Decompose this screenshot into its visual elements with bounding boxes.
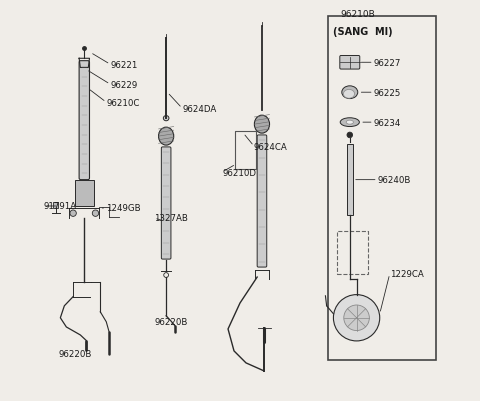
Text: 9624CA: 9624CA (254, 142, 288, 151)
Text: 96221: 96221 (110, 61, 138, 70)
Text: 96229: 96229 (110, 81, 137, 89)
Text: 96210B: 96210B (340, 10, 375, 19)
Circle shape (334, 295, 380, 341)
Circle shape (92, 211, 99, 217)
Bar (328, 17, 436, 360)
Circle shape (70, 211, 76, 217)
Ellipse shape (346, 121, 353, 125)
Ellipse shape (158, 128, 174, 146)
Ellipse shape (163, 116, 169, 122)
Text: 96227: 96227 (374, 59, 401, 68)
Text: 91791A: 91791A (44, 202, 77, 211)
Text: 1229CA: 1229CA (390, 270, 423, 279)
FancyBboxPatch shape (79, 61, 89, 180)
Text: 96210D: 96210D (222, 168, 256, 177)
Text: 96210C: 96210C (106, 98, 140, 107)
Bar (347, 145, 353, 216)
Circle shape (344, 305, 369, 331)
Bar (53, 203, 59, 208)
Text: 96240B: 96240B (378, 176, 411, 185)
Text: 96234: 96234 (374, 118, 401, 128)
Bar (336, 231, 368, 274)
Ellipse shape (340, 118, 360, 127)
Text: 96225: 96225 (374, 89, 401, 97)
Circle shape (347, 133, 353, 138)
FancyBboxPatch shape (161, 148, 171, 259)
Text: 1249GB: 1249GB (106, 204, 141, 213)
Ellipse shape (254, 116, 270, 134)
Ellipse shape (342, 87, 358, 99)
Text: 9624DA: 9624DA (182, 104, 216, 113)
Text: 1327AB: 1327AB (154, 214, 188, 223)
Bar (75, 180, 94, 207)
FancyBboxPatch shape (257, 136, 267, 267)
Ellipse shape (343, 90, 355, 99)
FancyBboxPatch shape (340, 57, 360, 70)
Text: 96220B: 96220B (59, 349, 92, 358)
Text: 96220B: 96220B (154, 318, 188, 326)
Text: (SANG  MI): (SANG MI) (333, 27, 392, 37)
